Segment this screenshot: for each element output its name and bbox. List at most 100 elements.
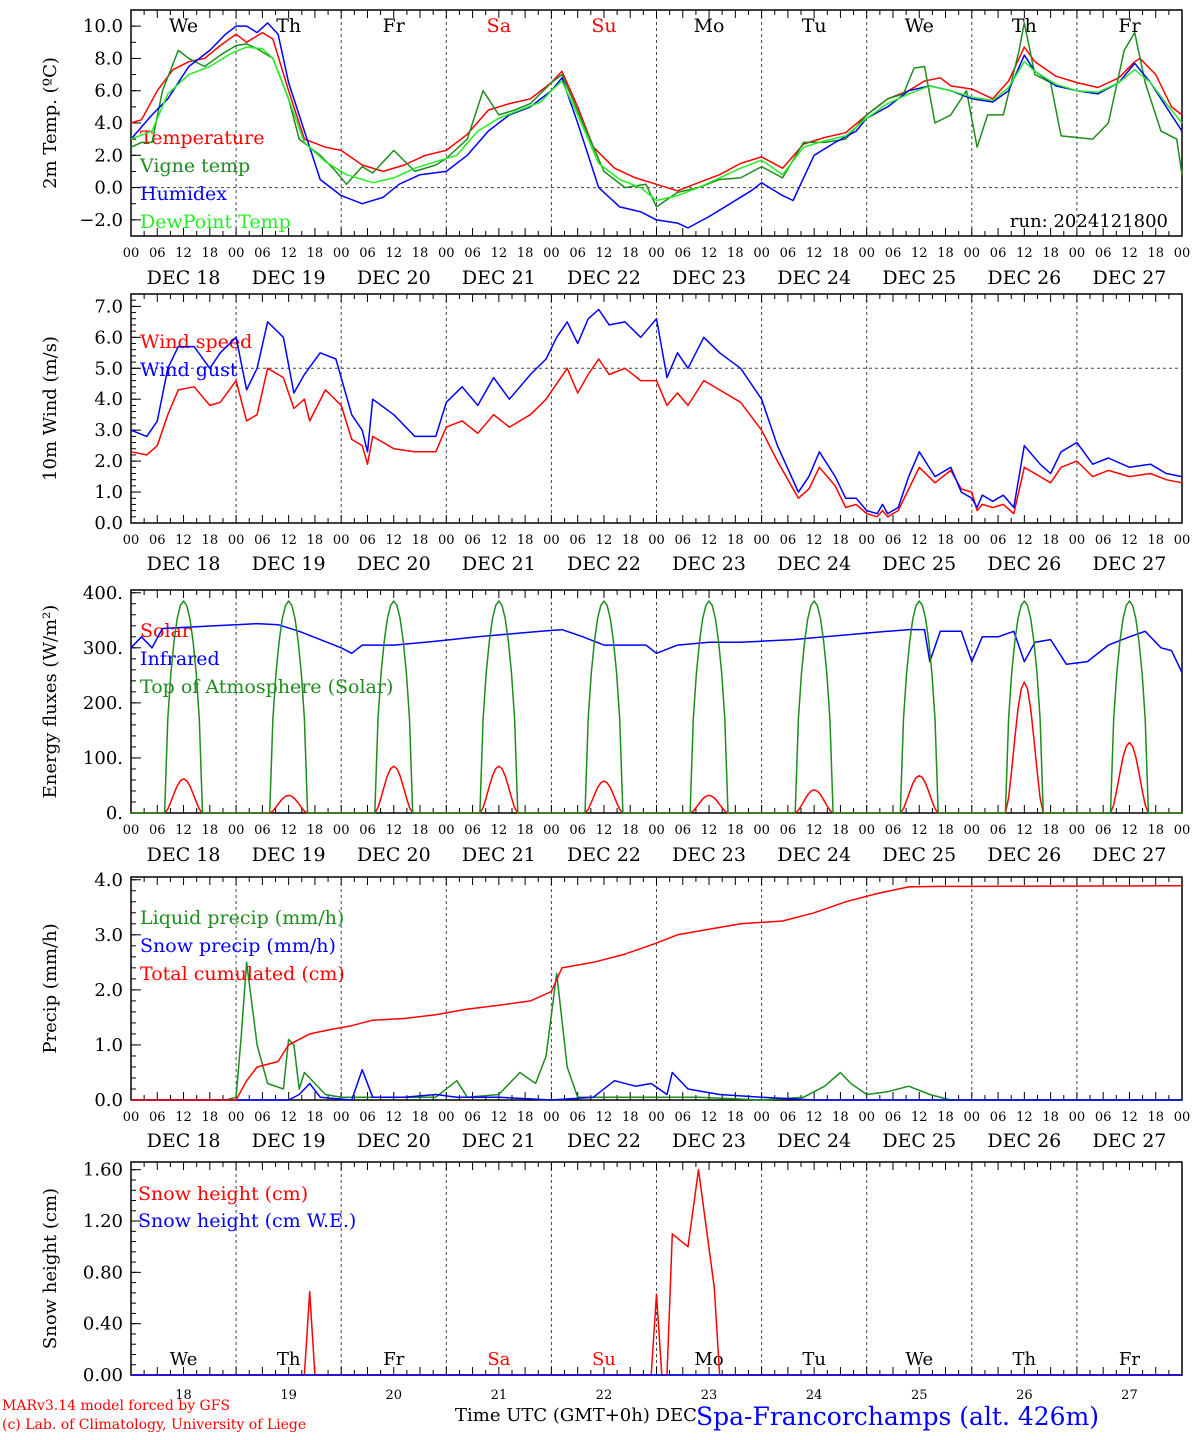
hour-tick-label: 06 [780,533,797,548]
date-label: DEC 18 [147,267,221,289]
y-tick-label: 3.0 [94,925,123,946]
hour-tick-label: 12 [491,823,508,838]
date-label: DEC 19 [252,1130,326,1152]
y-axis-label: Energy fluxes (W/m²) [40,605,61,799]
legend-entry: Snow height (cm) [138,1183,308,1205]
date-label: DEC 18 [147,553,221,575]
y-tick-label: 1.0 [94,482,123,503]
y-tick-label: 200. [83,693,123,714]
hour-tick-label: 00 [1174,823,1191,838]
hour-tick-label: 12 [385,533,402,548]
day-number-label: 20 [385,1388,402,1403]
date-label: DEC 20 [357,844,431,866]
y-tick-label: 1.20 [83,1211,123,1232]
hour-tick-label: 12 [385,1110,402,1125]
hour-tick-label: 00 [543,823,560,838]
weekday-label: Th [1013,1349,1037,1370]
legend-entry: DewPoint Temp [140,211,291,233]
hour-tick-label: 18 [517,823,534,838]
hour-tick-label: 06 [1095,1110,1112,1125]
day-number-label: 19 [280,1388,297,1403]
date-label: DEC 24 [777,267,851,289]
y-axis-label: Snow height (cm) [40,1188,61,1349]
hour-tick-label: 06 [990,823,1007,838]
weekday-label: Sa [487,15,511,37]
date-label: DEC 27 [1093,267,1167,289]
y-tick-label: 7.0 [94,296,123,317]
hour-tick-label: 18 [412,823,429,838]
y-tick-label: 0.80 [83,1262,123,1283]
date-label: DEC 22 [567,267,641,289]
hour-tick-label: 06 [254,1110,271,1125]
hour-tick-label: 12 [491,246,508,261]
hour-tick-label: 06 [464,246,481,261]
hour-tick-label: 06 [359,823,376,838]
weekday-label: Su [592,1349,616,1370]
panel-1: 10.0 8.0 6.0 4.0 2.0 0.0 −2.0 2m Temp. (ºC) 00 06… [40,9,1190,289]
plot-frame [130,589,1183,814]
hour-tick-label: 12 [596,246,613,261]
hour-tick-label: 00 [333,533,350,548]
hour-tick-label: 18 [307,246,324,261]
hour-tick-label: 18 [307,533,324,548]
hour-tick-label: 00 [858,1110,875,1125]
hour-tick-label: 06 [359,533,376,548]
hour-tick-label: 12 [806,823,823,838]
hour-tick-label: 00 [123,533,140,548]
hour-tick-label: 00 [543,1110,560,1125]
hour-tick-label: 18 [1147,533,1164,548]
hour-tick-label: 12 [175,533,192,548]
hour-tick-label: 12 [175,1110,192,1125]
hour-tick-label: 12 [280,823,297,838]
hour-tick-label: 06 [359,246,376,261]
hour-tick-label: 00 [964,246,981,261]
panel-5: 1.60 1.20 0.80 0.40 0.00 Snow height (cm) We Th… [40,1160,1183,1403]
hour-tick-label: 12 [491,1110,508,1125]
weekday-label: Tu [802,15,827,37]
weekday-label: We [170,1349,198,1370]
date-label: DEC 18 [147,1130,221,1152]
hour-tick-label: 18 [412,533,429,548]
y-tick-label: 1.0 [94,1035,123,1056]
date-label: DEC 25 [882,844,956,866]
date-label: DEC 26 [987,553,1061,575]
legend-entry: Humidex [140,183,227,205]
hour-tick-label: 06 [569,1110,586,1125]
panel-3: 400. 300. 200. 100. 0. Energy fluxes (W/m²) 00… [40,583,1190,866]
date-label: DEC 19 [252,267,326,289]
weekday-label: Mo [694,1349,723,1370]
hour-tick-label: 12 [806,533,823,548]
y-tick-label: 5.0 [94,358,123,379]
panel-2: 7.0 6.0 5.0 4.0 3.0 2.0 1.0 0.0 10m Wind (m/s) 00… [40,293,1190,575]
y-tick-label: 0.0 [94,513,123,534]
legend-entry: Vigne temp [139,155,250,177]
hour-tick-label: 12 [701,533,718,548]
hour-tick-label: 06 [780,246,797,261]
hour-tick-label: 00 [123,246,140,261]
series-line-snow-precip-mm-h- [131,1068,1182,1101]
hour-tick-label: 06 [990,246,1007,261]
hour-tick-label: 00 [228,246,245,261]
hour-tick-label: 12 [596,1110,613,1125]
hour-tick-label: 00 [228,823,245,838]
hour-tick-label: 06 [254,823,271,838]
station-title: Spa-Francorchamps (alt. 426m) [696,1402,1100,1431]
hour-tick-label: 18 [1147,246,1164,261]
legend-entry: Snow precip (mm/h) [140,935,336,957]
weekday-label: We [905,1349,933,1370]
hour-tick-label: 00 [753,1110,770,1125]
hour-tick-label: 06 [254,246,271,261]
hour-tick-label: 18 [622,823,639,838]
weekday-label: Th [277,1349,301,1370]
hour-tick-label: 00 [648,533,665,548]
y-tick-label: 0.0 [94,1090,123,1111]
hour-tick-label: 06 [569,246,586,261]
weekday-label: We [905,15,934,37]
hour-tick-label: 00 [123,823,140,838]
legend-entry: Liquid precip (mm/h) [140,907,344,929]
date-label: DEC 21 [462,1130,536,1152]
y-tick-label: 400. [83,583,123,604]
weekday-label: Sa [487,1349,510,1370]
hour-tick-label: 18 [307,823,324,838]
hour-tick-label: 12 [806,1110,823,1125]
